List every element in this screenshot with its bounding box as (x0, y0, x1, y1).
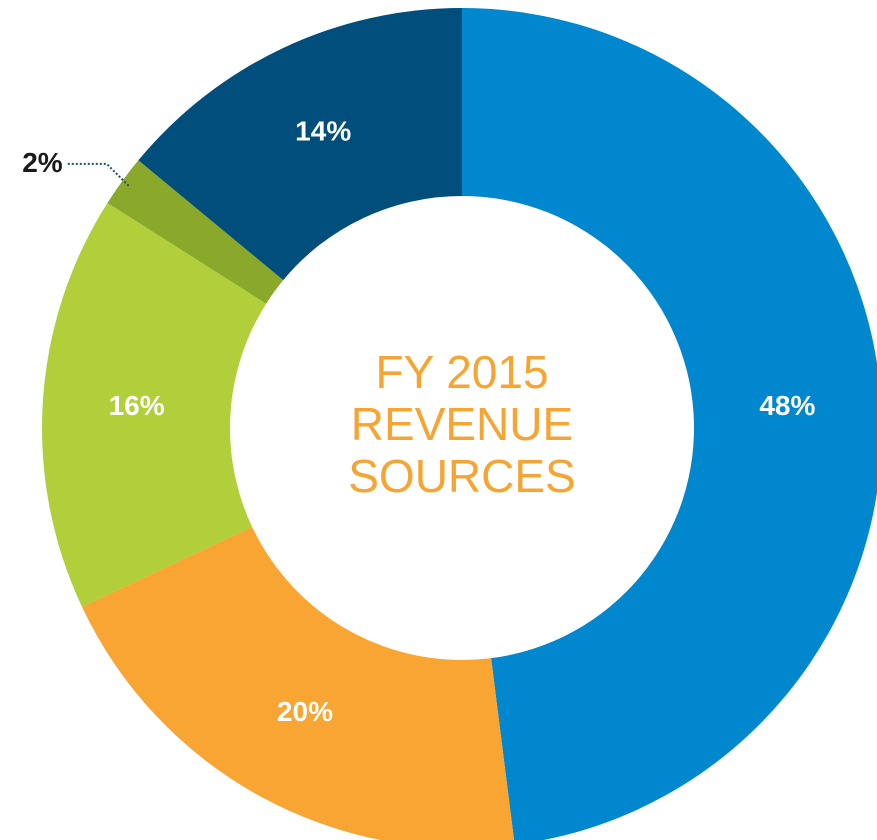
leader-line (66, 162, 130, 187)
donut-slice (41, 202, 267, 607)
slice-label: 16% (109, 390, 165, 421)
slice-label: 2% (22, 147, 63, 178)
slice-label: 48% (759, 390, 815, 421)
center-title: REVENUE (351, 398, 573, 450)
donut-slice (81, 526, 515, 840)
donut-slice (138, 8, 462, 281)
slice-label: 14% (295, 115, 351, 146)
donut-slice (107, 160, 284, 304)
donut-slice (462, 8, 877, 840)
center-title: FY 2015 (375, 346, 548, 398)
slice-label: 20% (277, 696, 333, 727)
center-title: SOURCES (348, 450, 575, 502)
